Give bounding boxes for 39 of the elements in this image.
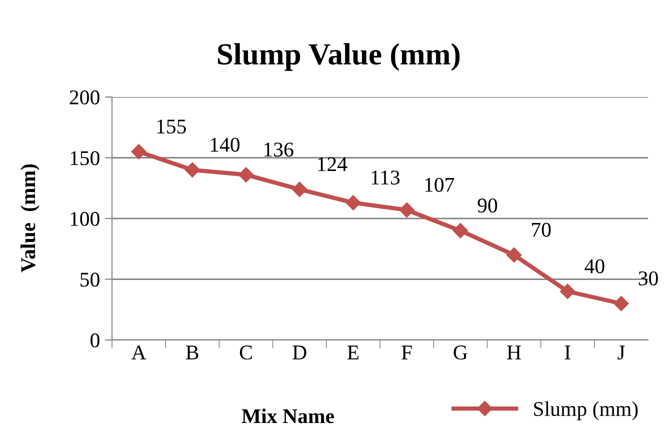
- point: [184, 162, 200, 178]
- data-label: 155: [157, 120, 186, 134]
- x-tick-label: D: [292, 346, 306, 360]
- x-axis-title: Mix Name: [242, 408, 334, 424]
- y-tick-label: 0: [90, 333, 100, 348]
- point: [614, 296, 629, 312]
- y-tick-label: 50: [80, 272, 100, 287]
- point: [238, 167, 254, 182]
- point: [346, 195, 361, 210]
- y-tick-label: 150: [70, 151, 100, 166]
- x-tick-label: A: [131, 346, 146, 360]
- x-tick-label: J: [618, 346, 625, 360]
- x-tick-label: C: [240, 346, 252, 360]
- x-tick-label: B: [186, 346, 198, 360]
- chart-title: Slump Value (mm): [218, 43, 460, 71]
- point: [452, 223, 468, 238]
- y-tick-label: 100: [70, 212, 100, 226]
- y-axis-title: Value (mm): [20, 164, 40, 272]
- data-label: 140: [210, 138, 240, 152]
- data-label: 70: [532, 222, 551, 237]
- y-tick-label: 200: [70, 90, 100, 104]
- point: [131, 144, 146, 160]
- data-label: 90: [478, 198, 498, 213]
- data-label: 124: [318, 157, 348, 172]
- legend-label: Slump (mm): [534, 401, 638, 420]
- x-tick-label: G: [454, 346, 468, 360]
- x-tick-label: E: [347, 346, 359, 360]
- x-tick-label: H: [507, 346, 521, 360]
- data-label: 107: [425, 178, 454, 192]
- point: [560, 284, 576, 299]
- point: [399, 202, 414, 218]
- data-label: 113: [372, 170, 400, 185]
- data-label: 30: [638, 271, 658, 286]
- x-tick-label: I: [564, 346, 570, 360]
- point: [506, 247, 522, 263]
- point: [292, 182, 308, 197]
- x-tick-label: F: [402, 346, 412, 360]
- data-label: 40: [584, 259, 604, 274]
- data-label: 136: [264, 142, 294, 157]
